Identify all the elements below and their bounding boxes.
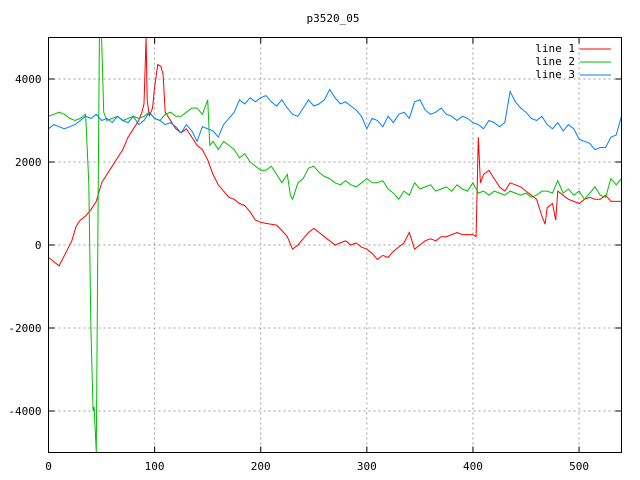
axis-ticks: 0 100 200 300 400 500 -4000 -2000 0 2000 4000 [8, 37, 622, 473]
series-layer [48, 37, 622, 453]
chart-title: p3520_05 [307, 12, 360, 25]
series-line-3 [48, 88, 622, 151]
x-tick-label: 200 [251, 460, 271, 473]
legend-label: line 3 [535, 68, 575, 81]
x-tick-label: 500 [569, 460, 589, 473]
grid [48, 37, 622, 453]
legend-label: line 2 [535, 55, 575, 68]
y-tick-label: 2000 [15, 156, 42, 169]
x-tick-label: 400 [463, 460, 483, 473]
series-line-1 [48, 37, 622, 267]
y-tick-label: 4000 [15, 73, 42, 86]
x-tick-label: 0 [45, 460, 52, 473]
x-tick-label: 300 [357, 460, 377, 473]
y-tick-label: -4000 [8, 405, 41, 418]
y-tick-label: 0 [35, 239, 42, 252]
x-tick-label: 100 [145, 460, 165, 473]
y-tick-label: -2000 [8, 322, 41, 335]
legend-label: line 1 [535, 42, 575, 55]
